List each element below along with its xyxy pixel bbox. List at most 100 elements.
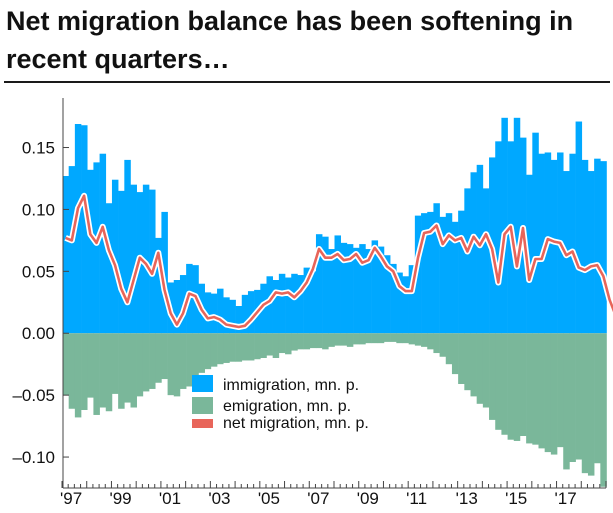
emigration-bar — [359, 333, 366, 345]
immigration-bar — [87, 169, 94, 334]
emigration-bar — [501, 333, 508, 435]
emigration-bar — [569, 333, 576, 462]
immigration-bar — [204, 292, 212, 334]
emigration-bar — [142, 333, 150, 392]
emigration-bar — [489, 333, 496, 420]
immigration-bar — [210, 293, 218, 334]
immigration-bar — [303, 267, 311, 334]
y-tick-label: –0.05 — [12, 386, 55, 405]
legend-swatch-net-migration — [192, 419, 213, 428]
immigration-bar — [581, 159, 589, 334]
emigration-bar — [74, 333, 82, 418]
immigration-bar — [235, 306, 243, 334]
emigration-bar — [278, 333, 286, 354]
immigration-bar — [278, 273, 286, 334]
immigration-bar — [482, 188, 490, 334]
emigration-bar — [550, 333, 558, 455]
legend-label-emigration: emigration, mn. p. — [223, 398, 351, 415]
emigration-bar — [217, 333, 224, 365]
immigration-bar — [81, 125, 88, 334]
emigration-bar — [204, 333, 212, 370]
x-tick-label: '09 — [357, 489, 379, 508]
immigration-bar — [291, 273, 298, 334]
immigration-bar — [229, 299, 236, 334]
emigration-bar — [87, 333, 94, 398]
immigration-bar — [99, 153, 107, 334]
immigration-bar — [93, 162, 100, 334]
x-tick-label: '17 — [555, 489, 577, 508]
immigration-bar — [600, 161, 607, 334]
emigration-bar — [81, 333, 88, 410]
emigration-bar — [266, 333, 273, 356]
emigration-bar — [309, 333, 317, 349]
emigration-bar — [538, 333, 545, 449]
legend-label-net-migration: net migration, mn. p. — [223, 415, 369, 432]
legend-label-immigration: immigration, mn. p. — [223, 377, 359, 394]
immigration-bar — [538, 153, 545, 334]
immigration-bar — [297, 275, 304, 334]
emigration-bar — [519, 333, 527, 436]
emigration-bar — [124, 333, 131, 403]
immigration-bar — [414, 215, 422, 334]
x-tick-label: '99 — [109, 489, 131, 508]
immigration-bar — [594, 158, 601, 334]
emigration-bar — [433, 333, 440, 354]
immigration-bar — [433, 203, 440, 334]
legend-swatch-immigration — [192, 375, 213, 392]
title-underline — [4, 81, 610, 83]
net-migration-line — [65, 194, 613, 329]
emigration-bar — [254, 333, 261, 360]
emigration-bar — [155, 333, 162, 383]
immigration-bar — [149, 189, 156, 334]
immigration-bar — [223, 297, 230, 334]
emigration-bar — [402, 333, 409, 344]
immigration-bar — [550, 159, 558, 334]
emigration-bar — [594, 333, 601, 464]
x-tick-label: '11 — [406, 489, 427, 508]
emigration-bar — [414, 333, 422, 346]
emigration-bar — [408, 333, 416, 345]
y-axis-ticks: 0.15 0.10 0.05 0.00 –0.05 –0.10 — [12, 139, 69, 467]
emigration-bar — [439, 333, 447, 357]
emigration-bar — [563, 333, 570, 470]
emigration-bar — [105, 333, 113, 412]
emigration-bar — [241, 333, 249, 361]
emigration-bar — [377, 333, 385, 344]
emigration-bar — [390, 333, 397, 342]
immigration-bar — [217, 288, 224, 334]
emigration-bars — [62, 333, 607, 487]
emigration-bar — [513, 333, 521, 441]
emigration-bar — [272, 333, 280, 358]
y-tick-label: 0.15 — [22, 139, 55, 158]
emigration-bar — [427, 333, 434, 350]
immigration-bar — [458, 210, 465, 334]
emigration-bar — [328, 333, 335, 347]
x-tick-label: '15 — [505, 489, 527, 508]
x-tick-label: '07 — [307, 489, 329, 508]
immigration-bar — [130, 184, 137, 334]
immigration-bar — [575, 121, 583, 334]
immigration-bar — [309, 271, 317, 334]
chart-title: Net migration balance has been softening… — [6, 6, 574, 74]
emigration-bar — [111, 333, 119, 394]
immigration-bar — [495, 141, 502, 334]
emigration-bar — [365, 333, 372, 344]
emigration-bar — [581, 333, 589, 474]
immigration-bar — [427, 211, 434, 334]
immigration-bar — [532, 132, 539, 334]
immigration-bar — [396, 272, 403, 334]
immigration-bar — [377, 246, 385, 334]
emigration-bar — [544, 333, 552, 453]
immigration-bar — [322, 236, 329, 334]
emigration-bar — [451, 333, 459, 375]
immigration-bar — [359, 244, 366, 334]
x-tick-label: '05 — [258, 489, 280, 508]
y-tick-label: 0.05 — [22, 262, 55, 281]
immigration-bar — [334, 235, 341, 334]
emigration-bar — [526, 333, 533, 444]
x-tick-label: '01 — [159, 489, 181, 508]
immigration-bar — [173, 280, 181, 334]
immigration-bar — [526, 174, 533, 334]
immigration-bar — [272, 280, 280, 334]
emigration-bar — [210, 333, 218, 367]
